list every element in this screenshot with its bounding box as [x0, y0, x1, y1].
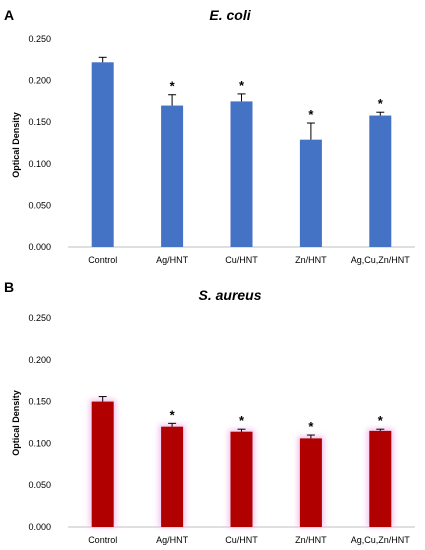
bar-control: [91, 62, 114, 247]
y-tick-label: 0.000: [28, 242, 51, 252]
panel-a: A E. coli Optical Density 0.000 0.050 0.10…: [4, 7, 415, 265]
category-label: Ag/HNT: [156, 255, 189, 265]
panel-label: B: [4, 279, 14, 295]
category-label: Control: [88, 255, 117, 265]
bar-cu-hnt: [230, 431, 253, 527]
y-tick-label: 0.000: [28, 522, 51, 532]
bar-cu-hnt: [230, 101, 253, 248]
category-label: Cu/HNT: [225, 255, 258, 265]
chart-title: E. coli: [209, 7, 251, 23]
category-labels: Control Ag/HNT Cu/HNT Zn/HNT Ag,Cu,Zn/HNT: [88, 535, 410, 545]
y-axis-title: Optical Density: [11, 390, 21, 456]
y-tick-label: 0.100: [28, 159, 51, 169]
bars: [91, 62, 392, 248]
y-tick-label: 0.200: [28, 76, 51, 86]
significance-marker: *: [170, 79, 176, 94]
y-axis-ticks: 0.000 0.050 0.100 0.150 0.200 0.250: [28, 313, 51, 532]
significance-marker: *: [170, 407, 176, 422]
y-tick-label: 0.050: [28, 200, 51, 210]
significance-markers: * * * *: [170, 407, 384, 434]
bar-ag-cu-zn-hnt: [369, 430, 392, 527]
panel-b: B S. aureus Optical Density 0.0000.0500.…: [4, 279, 415, 545]
bar-zn-hnt: [299, 438, 322, 527]
y-tick-label: 0.250: [28, 34, 51, 44]
y-tick-label: 0.100: [28, 438, 51, 448]
category-label: Zn/HNT: [295, 535, 327, 545]
y-axis-ticks: 0.000 0.050 0.100 0.150 0.200 0.250: [28, 34, 51, 252]
significance-marker: *: [239, 413, 245, 428]
category-label: Control: [88, 535, 117, 545]
category-label: Ag/HNT: [156, 535, 189, 545]
bar-zn-hnt: [299, 139, 322, 247]
significance-marker: *: [308, 107, 314, 122]
significance-marker: *: [378, 413, 384, 428]
chart-title: S. aureus: [198, 287, 261, 303]
bars: [91, 401, 392, 527]
bar-ag-hnt: [161, 426, 184, 527]
bar-ag-cu-zn-hnt: [369, 115, 392, 247]
y-tick-label: 0.250: [28, 313, 51, 323]
significance-marker: *: [308, 419, 314, 434]
y-tick-label: 0.150: [28, 117, 51, 127]
category-label: Ag,Cu,Zn/HNT: [351, 535, 411, 545]
bar-ag-hnt: [161, 105, 184, 247]
bar-control: [91, 401, 114, 527]
category-label: Ag,Cu,Zn/HNT: [351, 255, 411, 265]
significance-marker: *: [378, 96, 384, 111]
y-tick-label: 0.200: [28, 355, 51, 365]
significance-markers: * * * *: [170, 78, 384, 122]
panel-label: A: [4, 7, 14, 23]
y-tick-label: 0.050: [28, 480, 51, 490]
significance-marker: *: [239, 78, 245, 93]
error-bars: [98, 396, 385, 439]
error-bars: [98, 56, 385, 140]
y-tick-label: 0.150: [28, 397, 51, 407]
y-axis-title: Optical Density: [11, 112, 21, 178]
category-label: Zn/HNT: [295, 255, 327, 265]
category-label: Cu/HNT: [225, 535, 258, 545]
category-labels: Control Ag/HNT Cu/HNT Zn/HNT Ag,Cu,Zn/HNT: [88, 255, 410, 265]
